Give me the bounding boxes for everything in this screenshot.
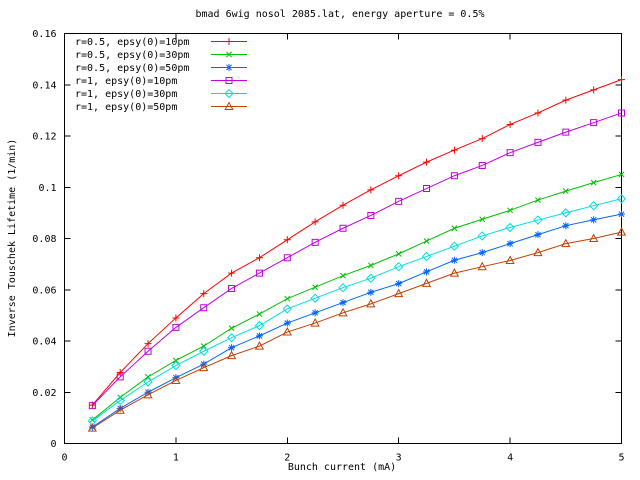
legend-sample-marker [225,77,233,84]
legend-sample-marker [225,38,233,45]
y-tick-label: 0.06 [32,285,56,296]
y-axis-label: Inverse Touschek Lifetime (1/min) [7,139,18,338]
series-line [92,173,622,421]
y-tick-label: 0.04 [32,337,56,348]
data-point-markers [89,171,625,423]
plot-area: 0 1 2 3 4 5 0 0.02 0.04 0.06 0.08 0.1 0.12 0.14 0.16 r=… [32,29,627,464]
series-line [92,213,622,428]
legend-label: r=0.5, epsy(0)=30pm [75,50,189,61]
legend-sample-marker [224,101,234,110]
series-line [92,231,622,429]
series-line [92,198,622,422]
x-axis-label: Bunch current (mA) [288,462,396,473]
data-point-markers [87,194,627,426]
legend-label: r=0.5, epsy(0)=10pm [75,37,189,48]
y-tick-label: 0.14 [32,80,56,91]
series-line [91,79,622,406]
x-tick-label: 2 [284,453,290,464]
data-point-markers [88,210,625,431]
y-tick-label: 0.02 [32,388,56,399]
series-line [91,112,622,406]
x-tick-label: 5 [618,453,624,464]
data-point-markers [87,227,627,432]
data-point-markers [88,109,625,410]
y-tick-label: 0 [50,439,56,450]
legend-sample-marker [224,88,234,99]
legend-label: r=1, epsy(0)=30pm [75,89,177,100]
x-tick-label: 4 [507,453,513,464]
y-tick-label: 0.16 [32,29,56,40]
y-tick-label: 0.1 [38,183,56,194]
x-tick-label: 0 [61,453,67,464]
legend-sample-marker [225,64,233,71]
chart-title: bmad 6wig nosol 2085.lat, energy apertur… [196,9,485,20]
x-tick-label: 1 [173,453,179,464]
legend-sample-marker [226,51,232,58]
x-tick-label: 3 [396,453,402,464]
legend-label: r=1, epsy(0)=10pm [75,76,177,87]
data-point-markers [88,76,625,409]
legend-label: r=1, epsy(0)=50pm [75,102,177,113]
legend-label: r=0.5, epsy(0)=50pm [75,63,189,74]
y-tick-label: 0.12 [32,132,56,143]
y-tick-label: 0.08 [32,234,56,245]
